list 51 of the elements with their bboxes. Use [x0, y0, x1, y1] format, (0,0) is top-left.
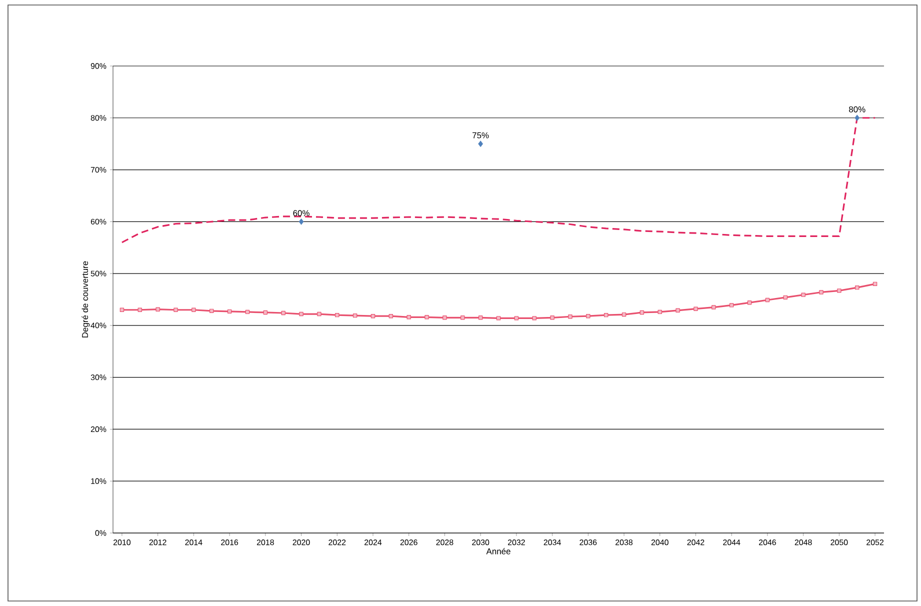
point — [406, 315, 411, 320]
point — [747, 300, 752, 305]
point — [730, 303, 734, 308]
point — [658, 310, 662, 314]
point — [156, 307, 160, 312]
point — [819, 290, 824, 294]
point — [801, 292, 806, 297]
data-label: 60% — [293, 210, 310, 216]
point — [586, 314, 590, 318]
point — [532, 316, 536, 320]
point — [192, 308, 196, 312]
point — [263, 310, 268, 315]
point — [299, 312, 304, 316]
point — [460, 316, 465, 320]
point — [765, 298, 770, 302]
point — [550, 316, 554, 320]
point — [478, 316, 483, 320]
point — [370, 314, 376, 318]
y-axis-title: Degré de couverture — [82, 261, 90, 338]
point — [281, 310, 286, 316]
point — [640, 310, 644, 315]
point — [694, 306, 698, 311]
point — [317, 312, 322, 316]
point — [245, 310, 250, 314]
point — [855, 285, 860, 290]
point — [478, 140, 484, 148]
point — [496, 316, 501, 320]
point — [514, 316, 519, 320]
point — [424, 315, 429, 320]
point — [568, 314, 572, 319]
point — [622, 312, 626, 317]
point — [174, 308, 178, 312]
point — [783, 295, 788, 300]
point — [388, 314, 394, 318]
point — [138, 308, 142, 312]
point — [872, 282, 878, 286]
point — [712, 305, 716, 310]
point — [298, 218, 304, 225]
point — [352, 313, 358, 318]
point — [335, 312, 340, 318]
point — [837, 288, 842, 293]
point — [854, 114, 860, 122]
point — [210, 308, 214, 314]
x-axis-title: Année — [486, 548, 510, 554]
point — [442, 316, 447, 320]
point — [120, 308, 124, 312]
point — [227, 309, 232, 314]
point — [604, 312, 608, 318]
data-label: 80% — [849, 106, 866, 112]
data-label: 75% — [472, 132, 489, 138]
point — [676, 308, 680, 312]
